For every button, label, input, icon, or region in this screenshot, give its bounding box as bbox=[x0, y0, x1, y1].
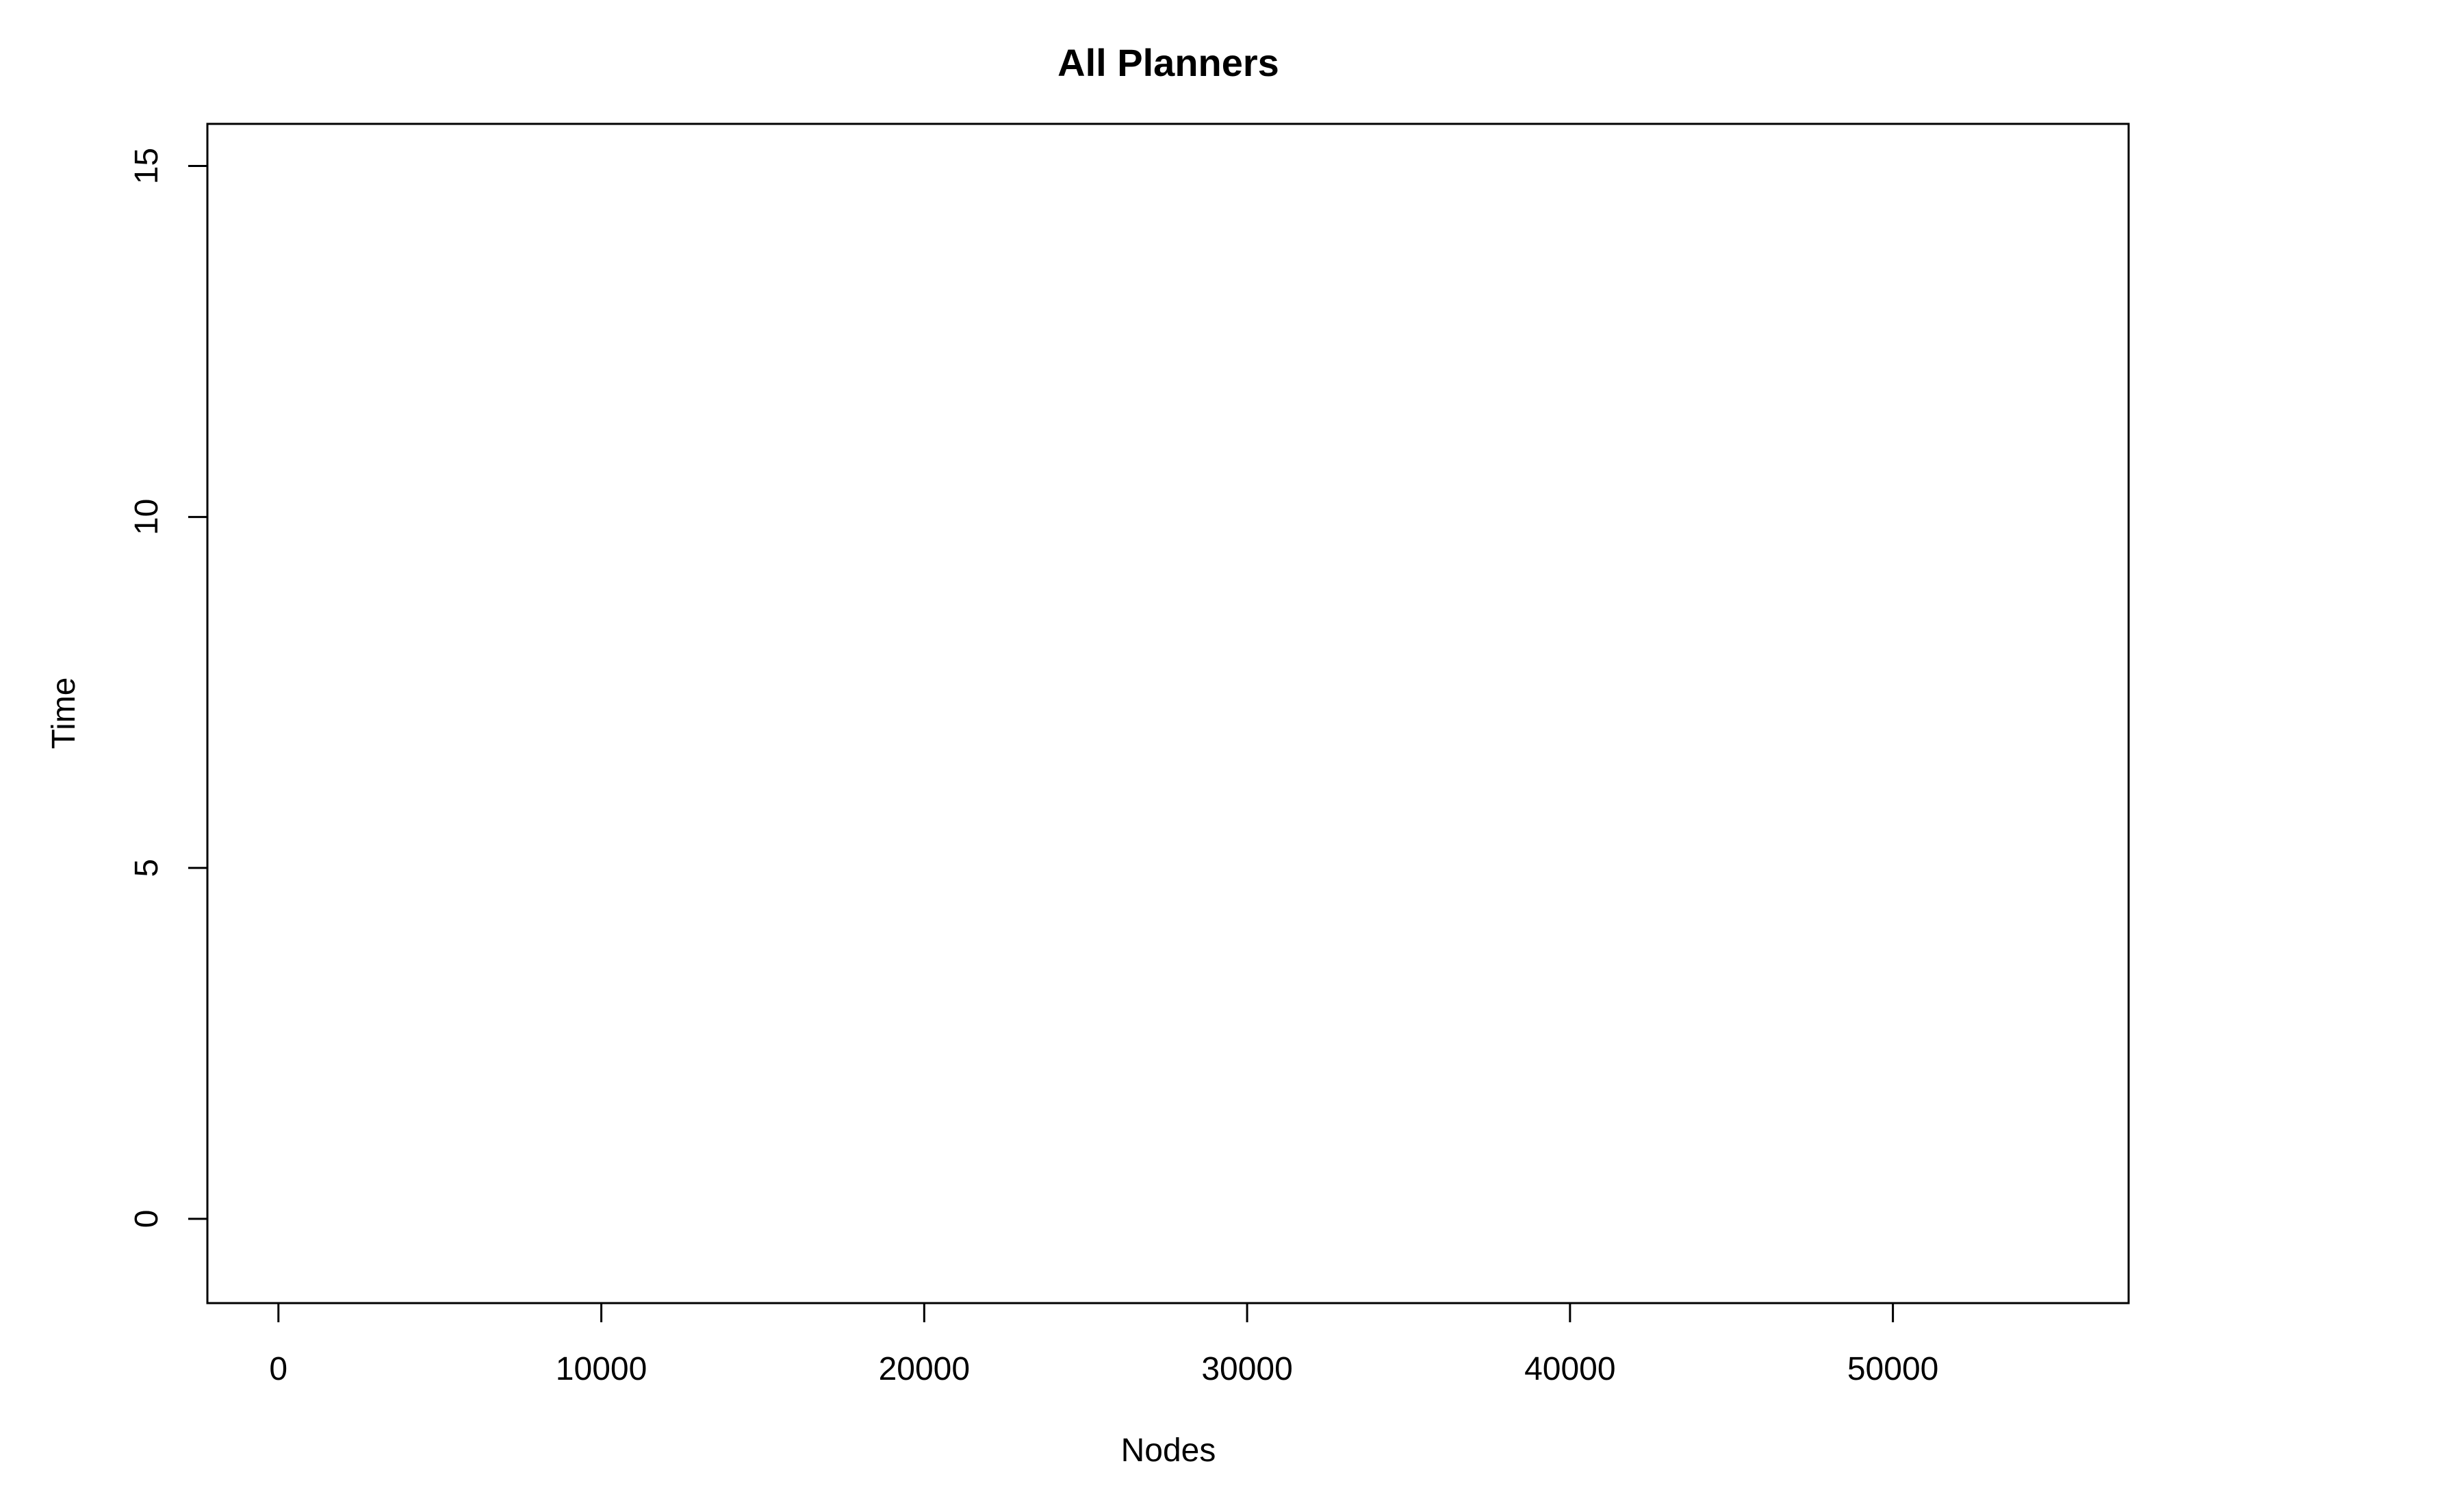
y-axis: 0 5 10 15 bbox=[129, 148, 209, 1229]
y-tick-label: 0 bbox=[129, 1210, 165, 1229]
x-tick-label: 0 bbox=[269, 1351, 287, 1387]
x-tick-label: 30000 bbox=[1201, 1351, 1292, 1387]
x-axis: 0 10000 20000 30000 40000 50000 bbox=[269, 1302, 1938, 1387]
x-tick-label: 40000 bbox=[1524, 1351, 1615, 1387]
chart-title: All Planners bbox=[1057, 41, 1279, 84]
y-tick-label: 5 bbox=[129, 859, 165, 877]
x-tick-label: 50000 bbox=[1847, 1351, 1938, 1387]
y-axis-label: Time bbox=[46, 678, 82, 749]
y-tick-label: 15 bbox=[129, 148, 165, 184]
x-tick-label: 20000 bbox=[879, 1351, 970, 1387]
x-axis-label: Nodes bbox=[1121, 1432, 1216, 1469]
y-tick-label: 10 bbox=[129, 499, 165, 535]
x-tick-label: 10000 bbox=[556, 1351, 647, 1387]
